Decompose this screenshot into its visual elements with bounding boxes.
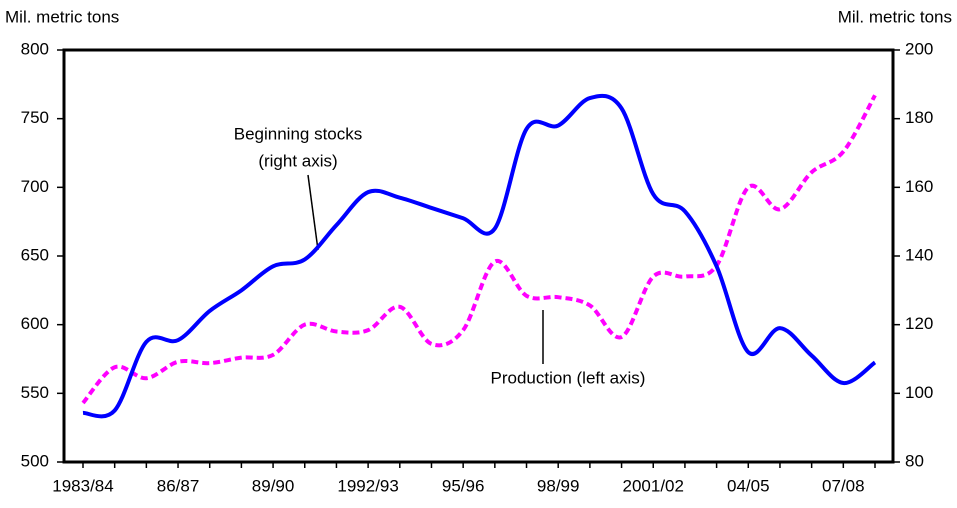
y2-tick-label: 120 xyxy=(905,314,933,333)
x-tick-label: 2001/02 xyxy=(623,476,684,495)
plot-frame xyxy=(62,48,895,464)
y2-tick-label: 180 xyxy=(905,108,933,127)
leader-line xyxy=(307,174,319,251)
annotation: Beginning stocks xyxy=(234,124,363,143)
x-tick-label: 98/99 xyxy=(537,476,580,495)
y-tick-label: 650 xyxy=(21,245,49,264)
x-tick-label: 86/87 xyxy=(157,476,200,495)
y-axis-title: Mil. metric tons xyxy=(5,7,119,26)
x-tick-label: 89/90 xyxy=(252,476,295,495)
y2-tick-label: 140 xyxy=(905,245,933,264)
x-tick-label: 04/05 xyxy=(727,476,770,495)
x-tick-label: 1992/93 xyxy=(337,476,398,495)
x-tick-label: 1983/84 xyxy=(52,476,113,495)
y-tick-label: 550 xyxy=(21,383,49,402)
annotation: (right axis) xyxy=(258,151,337,170)
y2-axis-title: Mil. metric tons xyxy=(838,7,952,26)
y-tick-label: 500 xyxy=(21,451,49,470)
y-tick-label: 750 xyxy=(21,108,49,127)
series-line xyxy=(81,94,877,405)
y2-tick-label: 200 xyxy=(905,39,933,58)
annotation: Production (left axis) xyxy=(491,368,646,387)
y2-tick-label: 160 xyxy=(905,177,933,196)
series-line xyxy=(82,93,877,419)
y-tick-label: 600 xyxy=(21,314,49,333)
y-tick-label: 800 xyxy=(21,39,49,58)
x-tick-label: 07/08 xyxy=(822,476,865,495)
y-tick-label: 700 xyxy=(21,177,49,196)
y2-tick-label: 100 xyxy=(905,383,933,402)
y2-tick-label: 80 xyxy=(905,451,924,470)
x-tick-label: 95/96 xyxy=(442,476,485,495)
